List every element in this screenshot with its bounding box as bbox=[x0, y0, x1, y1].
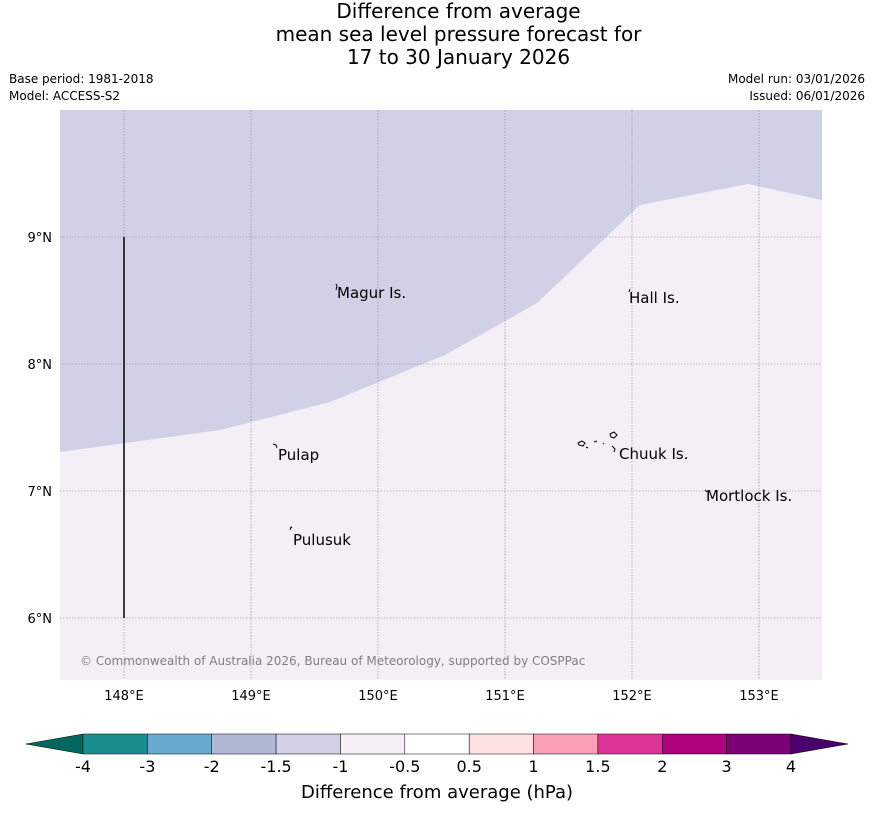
lat-label-9n: 9°N bbox=[28, 231, 53, 246]
colorbar-swatch bbox=[468, 733, 534, 755]
colorbar-tick-label: -3 bbox=[139, 757, 155, 776]
colorbar-tick-label: 3 bbox=[722, 757, 732, 776]
lon-label-150e: 150°E bbox=[358, 689, 398, 704]
lon-label-149e: 149°E bbox=[231, 689, 271, 704]
colorbar-title: Difference from average (hPa) bbox=[301, 782, 573, 803]
issued-date: Issued: 06/01/2026 bbox=[749, 89, 865, 103]
colorbar-swatch bbox=[147, 733, 212, 755]
place-label-chuuk: Chuuk Is. bbox=[619, 445, 688, 463]
lat-label-8n: 8°N bbox=[28, 358, 53, 373]
colorbar-tick-label: -1 bbox=[333, 757, 349, 776]
colorbar-swatch bbox=[533, 733, 599, 755]
colorbar-tick-label: 0.5 bbox=[456, 757, 481, 776]
colorbar-over-triangle bbox=[790, 733, 849, 755]
colorbar-swatch bbox=[82, 733, 148, 755]
lat-label-6n: 6°N bbox=[28, 612, 53, 627]
title-line-2: mean sea level pressure forecast for bbox=[275, 22, 642, 46]
island-marks bbox=[272, 283, 708, 531]
colorbar-tick-label: 4 bbox=[786, 757, 796, 776]
copyright-notice: © Commonwealth of Australia 2026, Bureau… bbox=[80, 654, 585, 668]
colorbar-tick-label: 1 bbox=[528, 757, 538, 776]
lon-label-153e: 153°E bbox=[739, 689, 779, 704]
base-period: Base period: 1981-2018 bbox=[9, 72, 154, 86]
meta-right: Model run: 03/01/2026 Issued: 06/01/2026 bbox=[728, 71, 865, 105]
chart-title: Difference from average mean sea level p… bbox=[0, 0, 873, 69]
model-run: Model run: 03/01/2026 bbox=[727, 72, 865, 86]
colorbar-tick-label: 2 bbox=[657, 757, 667, 776]
place-label-hall: Hall Is. bbox=[629, 289, 680, 307]
title-line-3: 17 to 30 January 2026 bbox=[346, 45, 571, 69]
colorbar-swatch bbox=[275, 733, 341, 755]
title-line-1: Difference from average bbox=[336, 0, 581, 23]
lon-label-152e: 152°E bbox=[612, 689, 652, 704]
colorbar-swatch bbox=[597, 733, 663, 755]
place-label-pulap: Pulap bbox=[278, 446, 319, 464]
colorbar-swatch bbox=[662, 733, 727, 755]
colorbar-swatch bbox=[340, 733, 406, 755]
upper-anomaly-region bbox=[60, 110, 822, 452]
place-label-mortlock: Mortlock Is. bbox=[706, 487, 792, 505]
colorbar-swatch bbox=[726, 733, 792, 755]
place-label-magur: Magur Is. bbox=[337, 284, 406, 302]
lon-label-148e: 148°E bbox=[104, 689, 144, 704]
place-label-pulusuk: Pulusuk bbox=[293, 531, 351, 549]
colorbar-under-triangle bbox=[25, 733, 84, 755]
colorbar-legend: -4 -3 -2 -1.5 -1 -0.5 0.5 1 1.5 2 3 4 Di… bbox=[25, 733, 849, 803]
model-name: Model: ACCESS-S2 bbox=[9, 89, 121, 103]
meta-left: Base period: 1981-2018 Model: ACCESS-S2 bbox=[9, 71, 154, 105]
colorbar-swatch bbox=[211, 733, 277, 755]
colorbar-tick-label: -1.5 bbox=[260, 757, 291, 776]
lon-label-151e: 151°E bbox=[485, 689, 525, 704]
colorbar-tick-label: 1.5 bbox=[585, 757, 610, 776]
colorbar-swatch bbox=[404, 733, 470, 755]
lat-label-7n: 7°N bbox=[28, 485, 53, 500]
colorbar-tick-label: -4 bbox=[75, 757, 91, 776]
colorbar-tick-label: -2 bbox=[204, 757, 220, 776]
colorbar-tick-label: -0.5 bbox=[389, 757, 420, 776]
